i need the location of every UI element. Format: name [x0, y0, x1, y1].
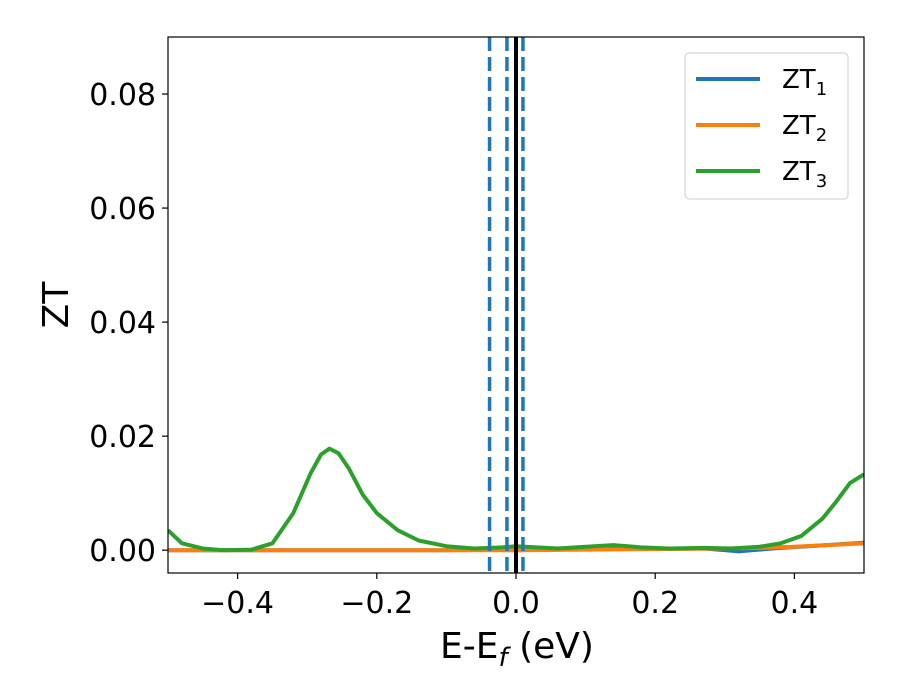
- y-tick-label: 0.04: [89, 306, 156, 341]
- x-axis-title: E-Ef (eV): [440, 626, 594, 673]
- x-tick-label: 0.0: [492, 586, 540, 621]
- x-axis-title-unit: (eV): [508, 626, 594, 667]
- y-tick-label: 0.06: [89, 192, 156, 227]
- legend-label-zt3: ZT3: [782, 157, 827, 192]
- y-tick-label: 0.00: [89, 534, 156, 569]
- y-axis: 0.00 0.02 0.04 0.06 0.08: [89, 78, 168, 569]
- legend-label-base: ZT: [782, 65, 816, 95]
- plot-area: [168, 37, 864, 573]
- series-line-zt3: [168, 446, 864, 553]
- plot-clip-group: [168, 37, 864, 573]
- x-tick-label: 0.4: [771, 586, 819, 621]
- y-tick-label: 0.02: [89, 420, 156, 455]
- x-tick-label: 0.2: [631, 586, 679, 621]
- legend-label-subscript: 2: [816, 125, 827, 146]
- y-tick-label: 0.08: [89, 78, 156, 113]
- legend-label-subscript: 1: [816, 79, 827, 100]
- legend-label-base: ZT: [782, 157, 816, 187]
- legend-label-zt1: ZT1: [782, 65, 827, 100]
- legend-box: [684, 52, 849, 200]
- x-axis: −0.4 −0.2 0.0 0.2 0.4: [201, 573, 818, 621]
- legend-label-zt2: ZT2: [782, 111, 827, 146]
- x-tick-label: −0.2: [340, 586, 413, 621]
- x-axis-title-base: E-E: [440, 626, 498, 667]
- legend-label-subscript: 3: [816, 171, 827, 192]
- y-axis-title: ZT: [36, 281, 77, 329]
- x-tick-label: −0.4: [201, 586, 274, 621]
- legend-label-base: ZT: [782, 111, 816, 141]
